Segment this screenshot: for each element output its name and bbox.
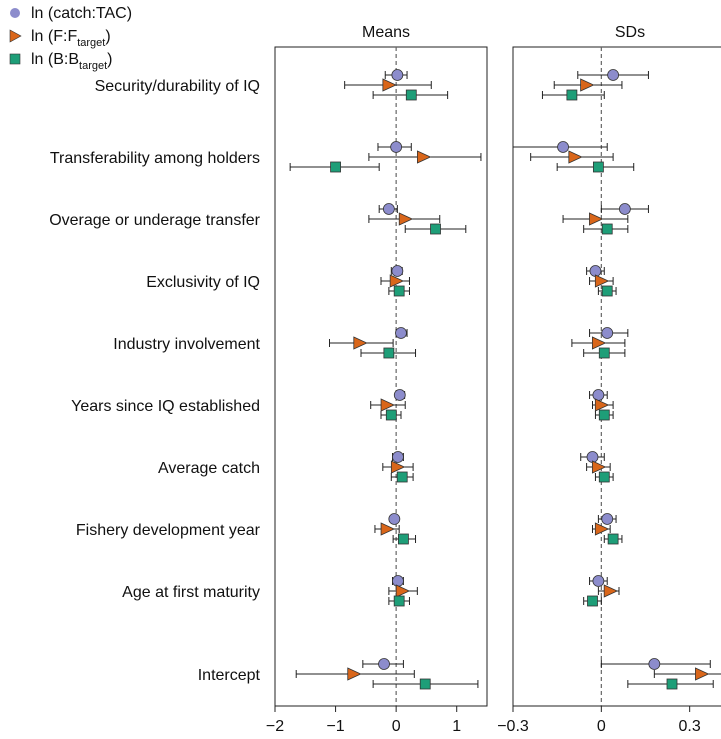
- legend-label-subscript: target: [77, 37, 105, 49]
- panel-means: Means −2 −1 0 1: [266, 24, 488, 735]
- panel-frame: [512, 46, 721, 707]
- x-tick-label: −0.3: [497, 718, 529, 735]
- point-catch-tac: [601, 327, 614, 339]
- category-label: Exclusivity of IQ: [146, 274, 260, 291]
- point-f-ftarget: [594, 274, 610, 288]
- point-f-ftarget: [389, 274, 405, 288]
- category-label: Industry involvement: [113, 336, 260, 353]
- point-catch-tac: [391, 69, 404, 81]
- point-b-btarget: [598, 471, 610, 483]
- point-f-ftarget: [353, 336, 368, 350]
- legend-label-suffix: ): [107, 51, 112, 68]
- point-b-btarget: [393, 285, 405, 297]
- point-catch-tac: [388, 513, 401, 525]
- point-f-ftarget: [603, 584, 619, 598]
- panel-title: Means: [362, 24, 410, 41]
- point-catch-tac: [592, 389, 605, 401]
- point-b-btarget: [419, 678, 431, 690]
- legend-label-suffix: ): [105, 28, 110, 45]
- point-f-ftarget: [398, 212, 414, 226]
- legend-label: ln (catch:TAC): [31, 5, 132, 22]
- x-tick-label: 0: [597, 718, 606, 735]
- point-f-ftarget: [589, 212, 604, 226]
- point-b-btarget: [601, 223, 613, 235]
- point-catch-tac: [601, 513, 614, 525]
- point-catch-tac: [395, 327, 407, 339]
- point-f-ftarget: [380, 398, 396, 412]
- category-label: Fishery development year: [76, 522, 261, 539]
- point-f-ftarget: [382, 78, 397, 92]
- point-b-btarget: [607, 533, 619, 545]
- point-catch-tac: [382, 203, 395, 215]
- point-f-ftarget: [594, 398, 610, 412]
- legend-label-main: ln (F:F: [31, 28, 77, 45]
- point-f-ftarget: [568, 150, 583, 164]
- legend-label-main: ln (catch:TAC): [31, 5, 132, 22]
- category-label: Security/durability of IQ: [95, 78, 260, 95]
- point-f-ftarget: [580, 78, 595, 92]
- point-f-ftarget: [390, 460, 406, 474]
- x-tick-label: 1: [452, 718, 461, 735]
- panel-title: SDs: [615, 24, 645, 41]
- legend-label: ln (B:Btarget): [31, 51, 112, 72]
- category-label: Average catch: [158, 460, 260, 477]
- legend-marker-circle: [10, 8, 20, 18]
- point-catch-tac: [392, 451, 404, 463]
- point-f-ftarget: [395, 584, 411, 598]
- point-f-ftarget: [380, 522, 396, 536]
- point-catch-tac: [391, 265, 404, 277]
- legend-label-main: ln (B:B: [31, 51, 79, 68]
- point-b-btarget: [396, 471, 408, 483]
- point-catch-tac: [607, 69, 620, 81]
- point-b-btarget: [598, 347, 610, 359]
- point-b-btarget: [393, 595, 405, 607]
- legend: ln (catch:TAC)ln (F:Ftarget)ln (B:Btarge…: [9, 5, 132, 72]
- point-b-btarget: [430, 223, 441, 235]
- legend-label-subscript: target: [79, 60, 107, 72]
- category-label: Transferability among holders: [50, 150, 260, 167]
- x-tick-label: −2: [266, 718, 284, 735]
- point-catch-tac: [392, 575, 404, 587]
- point-b-btarget: [587, 595, 598, 607]
- x-tick-label: −1: [326, 718, 344, 735]
- point-b-btarget: [398, 533, 409, 545]
- point-b-btarget: [566, 89, 578, 101]
- x-tick-label: 0.3: [679, 718, 701, 735]
- point-f-ftarget: [594, 522, 610, 536]
- point-b-btarget: [666, 678, 678, 690]
- point-b-btarget: [385, 409, 397, 421]
- point-catch-tac: [393, 389, 406, 401]
- category-label: Overage or underage transfer: [49, 212, 260, 229]
- point-catch-tac: [648, 658, 661, 670]
- category-label: Years since IQ established: [71, 398, 260, 415]
- x-tick-label: 0: [392, 718, 401, 735]
- point-f-ftarget: [695, 667, 710, 681]
- point-f-ftarget: [416, 150, 432, 164]
- legend-marker-square: [9, 53, 21, 65]
- point-catch-tac: [390, 141, 403, 153]
- point-f-ftarget: [347, 667, 362, 681]
- category-label: Age at first maturity: [122, 584, 260, 601]
- category-label: Intercept: [198, 667, 261, 684]
- point-b-btarget: [601, 285, 613, 297]
- point-b-btarget: [592, 161, 604, 173]
- panel-sds: SDs −0.3 0 0.3: [497, 24, 721, 735]
- point-b-btarget: [383, 347, 395, 359]
- legend-label: ln (F:Ftarget): [31, 28, 111, 49]
- point-catch-tac: [557, 141, 569, 153]
- point-b-btarget: [598, 409, 610, 421]
- point-f-ftarget: [591, 460, 607, 474]
- point-catch-tac: [378, 658, 390, 670]
- point-b-btarget: [405, 89, 417, 101]
- point-f-ftarget: [591, 336, 607, 350]
- point-catch-tac: [592, 575, 605, 587]
- legend-marker-triangle: [9, 29, 22, 43]
- panel-frame: [274, 46, 488, 707]
- point-catch-tac: [618, 203, 631, 215]
- point-b-btarget: [330, 161, 341, 173]
